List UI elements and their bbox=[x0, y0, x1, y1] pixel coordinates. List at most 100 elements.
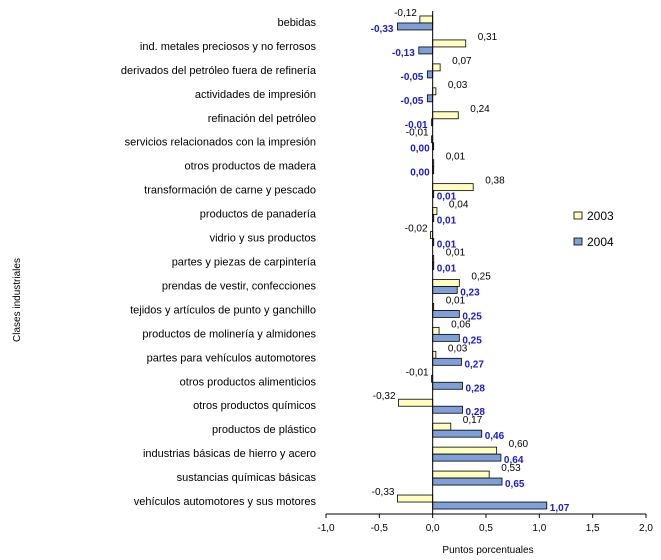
bar-2003 bbox=[432, 207, 438, 215]
category-label: transformación de carne y pescado bbox=[144, 185, 316, 197]
x-tick-label: 0,5 bbox=[479, 523, 493, 534]
data-label-2003: 0,03 bbox=[448, 80, 468, 91]
data-label-2003: 0,31 bbox=[478, 32, 498, 43]
category-label: otros productos de madera bbox=[185, 161, 317, 173]
data-label-2004: 0,25 bbox=[462, 335, 482, 346]
bars bbox=[397, 15, 548, 510]
category-label: bebidas bbox=[277, 17, 316, 29]
category-label: servicios relacionados con la impresión bbox=[125, 137, 316, 149]
legend-label-2003: 2003 bbox=[587, 209, 614, 223]
category-label: actividades de impresión bbox=[195, 89, 316, 101]
data-label-2004: 0,27 bbox=[464, 359, 484, 370]
bar-2004 bbox=[432, 310, 460, 318]
x-tick-label: 2,0 bbox=[639, 523, 653, 534]
data-label-2004: -0,05 bbox=[401, 72, 424, 83]
data-label-2004: 0,23 bbox=[460, 287, 480, 298]
data-label-2003: 0,60 bbox=[509, 439, 529, 450]
data-label-2003: -0,01 bbox=[406, 128, 429, 139]
bar-2003 bbox=[432, 326, 440, 335]
category-label: otros productos químicos bbox=[193, 400, 316, 412]
bar-2004 bbox=[432, 286, 458, 294]
data-label-2004: 0,01 bbox=[437, 216, 457, 227]
bar-2003 bbox=[432, 183, 474, 192]
bar-2003 bbox=[397, 494, 434, 503]
bar-2003 bbox=[432, 63, 441, 72]
bar-2003 bbox=[398, 398, 434, 407]
bar-2004 bbox=[432, 477, 503, 486]
legend: 2003 2004 bbox=[573, 209, 614, 249]
category-label: sustancias químicas básicas bbox=[177, 472, 317, 484]
category-label: productos de molinería y almidones bbox=[142, 328, 316, 340]
data-label-2003: 0,24 bbox=[470, 104, 490, 115]
data-label-2003: -0,32 bbox=[373, 391, 396, 402]
data-label-2003: 0,03 bbox=[448, 343, 468, 354]
category-label: vehículos automotores y sus motores bbox=[134, 496, 317, 508]
bar-2004 bbox=[432, 405, 463, 414]
data-label-2003: 0,25 bbox=[471, 271, 491, 282]
data-label-2004: 0,00 bbox=[410, 168, 430, 179]
x-tick-label: -1,0 bbox=[317, 523, 335, 534]
bar-2004 bbox=[432, 501, 548, 510]
data-label-2004: 0,01 bbox=[437, 264, 457, 275]
y-axis-title: Clases industriales bbox=[12, 258, 23, 342]
data-label-2004: -0,01 bbox=[405, 120, 428, 131]
x-tick-label: 1,5 bbox=[586, 523, 600, 534]
data-label-2003: 0,01 bbox=[446, 152, 466, 163]
data-label-2004: 1,07 bbox=[550, 503, 570, 514]
data-label-2004: 0,46 bbox=[485, 431, 505, 442]
bar-2003 bbox=[419, 15, 434, 24]
data-label-2003: -0,02 bbox=[405, 224, 428, 235]
data-label-2004: -0,33 bbox=[371, 24, 394, 35]
category-label: ind. metales preciosos y no ferrosos bbox=[140, 41, 317, 53]
data-label-2003: -0,01 bbox=[406, 367, 429, 378]
data-label-2003: 0,17 bbox=[463, 415, 483, 426]
bar-2004 bbox=[432, 429, 483, 438]
data-label-2003: 0,04 bbox=[449, 200, 469, 211]
bar-2004 bbox=[432, 453, 502, 462]
category-label: derivados del petróleo fuera de refinerí… bbox=[121, 65, 317, 77]
category-label: otros productos alimenticios bbox=[180, 376, 317, 388]
bar-2003 bbox=[432, 470, 490, 479]
data-label-2004: 0,65 bbox=[505, 479, 525, 490]
bar-2003 bbox=[432, 111, 459, 120]
x-axis: -1,0 -0,5 0,0 0,5 1,0 1,5 2,0 bbox=[317, 11, 653, 534]
category-label: industrias básicas de hierro y acero bbox=[143, 448, 316, 460]
bar-2003 bbox=[432, 279, 460, 287]
data-label-2004: 0,00 bbox=[410, 144, 430, 155]
x-tick-label: 0,0 bbox=[426, 523, 440, 534]
data-label-2003: 0,38 bbox=[485, 176, 505, 187]
category-label: productos de panadería bbox=[200, 209, 317, 221]
data-label-2003: 0,07 bbox=[452, 56, 472, 67]
data-label-2003: 0,06 bbox=[451, 319, 471, 330]
data-label-2003: 0,01 bbox=[446, 295, 466, 306]
data-label-2004: 0,01 bbox=[437, 240, 457, 251]
category-label: refinación del petróleo bbox=[208, 113, 316, 125]
legend-swatch-2003 bbox=[573, 211, 583, 220]
data-label-2004: 0,01 bbox=[437, 192, 457, 203]
category-label: productos de plástico bbox=[212, 424, 316, 436]
data-label-2004: 0,64 bbox=[504, 455, 524, 466]
bar-2004 bbox=[432, 357, 462, 366]
data-label-2004: 0,28 bbox=[466, 407, 486, 418]
x-axis-title: Puntos porcentuales bbox=[442, 545, 533, 556]
data-label-2004: -0,13 bbox=[392, 48, 415, 59]
category-label: partes y piezas de carpintería bbox=[172, 257, 317, 269]
x-tick-label: -0,5 bbox=[371, 523, 389, 534]
data-label-2004: -0,05 bbox=[401, 96, 424, 107]
bar-2004 bbox=[426, 94, 434, 103]
category-label: partes para vehículos automotores bbox=[147, 352, 317, 364]
category-label: tejidos y artículos de punto y ganchillo bbox=[130, 304, 316, 316]
data-label-2004: 0,25 bbox=[462, 311, 482, 322]
data-label-2003: -0,12 bbox=[394, 8, 417, 19]
bar-2004 bbox=[432, 333, 460, 342]
category-labels: bebidas ind. metales preciosos y no ferro… bbox=[121, 17, 317, 508]
bar-2004 bbox=[397, 22, 434, 31]
category-label: prendas de vestir, confecciones bbox=[162, 280, 317, 292]
category-label: vidrio y sus productos bbox=[210, 233, 317, 245]
x-tick-label: 1,0 bbox=[532, 523, 546, 534]
bar-2004 bbox=[426, 70, 434, 79]
value-labels: -0,12-0,33 0,31 -0,13 0,07 -0,05 0,03 -0,05 0,2… bbox=[371, 8, 570, 514]
data-label-2003: 0,01 bbox=[446, 248, 466, 259]
bar-2003 bbox=[432, 39, 467, 48]
